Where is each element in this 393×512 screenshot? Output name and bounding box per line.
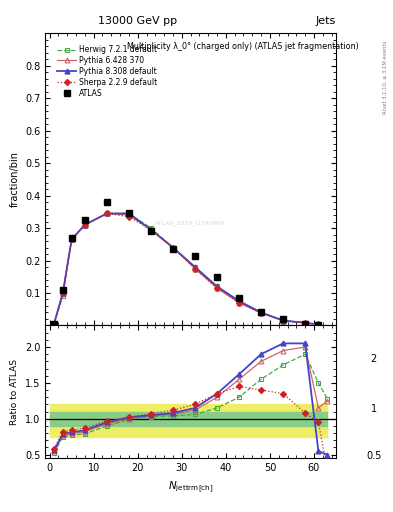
Pythia 8.308 default xyxy=(69,237,74,243)
Line: Pythia 6.428 370: Pythia 6.428 370 xyxy=(51,211,321,327)
Y-axis label: Ratio to ATLAS: Ratio to ATLAS xyxy=(10,359,19,425)
Sherpa 2.2.9 default xyxy=(149,227,153,233)
X-axis label: $N_{\rm jettrm[ch]}$: $N_{\rm jettrm[ch]}$ xyxy=(168,479,213,495)
Line: Sherpa 2.2.9 default: Sherpa 2.2.9 default xyxy=(52,211,320,327)
Pythia 8.308 default xyxy=(83,222,87,228)
Pythia 8.308 default xyxy=(237,298,241,304)
Pythia 6.428 370 xyxy=(105,210,109,217)
Text: 13000 GeV pp: 13000 GeV pp xyxy=(98,15,177,26)
Pythia 6.428 370 xyxy=(171,244,175,250)
Herwig 7.2.1 default xyxy=(51,321,56,327)
Pythia 6.428 370 xyxy=(281,317,285,324)
Herwig 7.2.1 default xyxy=(61,293,65,300)
Herwig 7.2.1 default xyxy=(171,244,175,250)
Pythia 8.308 default xyxy=(281,317,285,324)
Pythia 8.308 default xyxy=(51,321,56,327)
Pythia 8.308 default xyxy=(127,210,131,217)
Sherpa 2.2.9 default xyxy=(303,320,308,326)
ATLAS xyxy=(171,246,175,252)
ATLAS xyxy=(61,287,65,293)
ATLAS xyxy=(303,321,308,327)
Pythia 8.308 default xyxy=(215,284,219,290)
Sherpa 2.2.9 default xyxy=(316,322,321,328)
Pythia 6.428 370 xyxy=(316,322,321,328)
Herwig 7.2.1 default xyxy=(127,210,131,217)
ATLAS xyxy=(149,228,153,234)
Herwig 7.2.1 default xyxy=(193,264,197,270)
Herwig 7.2.1 default xyxy=(237,298,241,304)
Text: Multiplicity λ_0° (charged only) (ATLAS jet fragmentation): Multiplicity λ_0° (charged only) (ATLAS … xyxy=(127,42,358,51)
Text: Jets: Jets xyxy=(316,15,336,26)
Pythia 6.428 370 xyxy=(69,237,74,243)
Sherpa 2.2.9 default xyxy=(105,210,109,217)
ATLAS xyxy=(193,252,197,259)
Sherpa 2.2.9 default xyxy=(215,285,219,291)
Herwig 7.2.1 default xyxy=(83,222,87,228)
Legend: Herwig 7.2.1 default, Pythia 6.428 370, Pythia 8.308 default, Sherpa 2.2.9 defau: Herwig 7.2.1 default, Pythia 6.428 370, … xyxy=(55,43,160,100)
Sherpa 2.2.9 default xyxy=(61,290,65,296)
Sherpa 2.2.9 default xyxy=(51,321,56,327)
Herwig 7.2.1 default xyxy=(316,322,321,328)
Herwig 7.2.1 default xyxy=(69,237,74,243)
Text: 0.5: 0.5 xyxy=(366,451,382,461)
Sherpa 2.2.9 default xyxy=(281,317,285,324)
Pythia 6.428 370 xyxy=(83,222,87,228)
Herwig 7.2.1 default xyxy=(281,317,285,324)
Pythia 6.428 370 xyxy=(237,300,241,306)
Line: Pythia 8.308 default: Pythia 8.308 default xyxy=(51,211,321,327)
ATLAS xyxy=(83,217,87,223)
Pythia 8.308 default xyxy=(193,264,197,270)
Y-axis label: fraction/bin: fraction/bin xyxy=(9,152,19,207)
Sherpa 2.2.9 default xyxy=(259,310,263,316)
ATLAS xyxy=(215,274,219,281)
Sherpa 2.2.9 default xyxy=(171,244,175,250)
Herwig 7.2.1 default xyxy=(215,284,219,290)
Herwig 7.2.1 default xyxy=(105,210,109,217)
Text: 1: 1 xyxy=(371,404,377,414)
Pythia 8.308 default xyxy=(316,322,321,328)
Pythia 8.308 default xyxy=(61,290,65,296)
ATLAS xyxy=(127,210,131,217)
Sherpa 2.2.9 default xyxy=(237,300,241,306)
Herwig 7.2.1 default xyxy=(303,320,308,326)
Pythia 6.428 370 xyxy=(127,212,131,218)
Pythia 8.308 default xyxy=(171,244,175,250)
Pythia 6.428 370 xyxy=(51,321,56,327)
Sherpa 2.2.9 default xyxy=(127,214,131,220)
Pythia 8.308 default xyxy=(259,309,263,315)
ATLAS xyxy=(237,295,241,301)
Pythia 6.428 370 xyxy=(303,320,308,326)
Pythia 8.308 default xyxy=(303,320,308,326)
Herwig 7.2.1 default xyxy=(149,225,153,231)
Line: ATLAS: ATLAS xyxy=(51,199,321,328)
Text: 2: 2 xyxy=(371,354,377,364)
ATLAS xyxy=(316,322,321,328)
Sherpa 2.2.9 default xyxy=(69,237,74,243)
Pythia 6.428 370 xyxy=(61,290,65,296)
Herwig 7.2.1 default xyxy=(259,309,263,315)
Pythia 6.428 370 xyxy=(193,266,197,272)
Pythia 8.308 default xyxy=(105,210,109,217)
ATLAS xyxy=(69,234,74,241)
Sherpa 2.2.9 default xyxy=(83,222,87,228)
Line: Herwig 7.2.1 default: Herwig 7.2.1 default xyxy=(51,211,321,327)
ATLAS xyxy=(259,309,263,315)
ATLAS xyxy=(105,199,109,205)
Sherpa 2.2.9 default xyxy=(193,266,197,272)
ATLAS xyxy=(281,316,285,322)
Pythia 6.428 370 xyxy=(259,310,263,316)
Text: Rivet 3.1.10, ≥ 3.1M events: Rivet 3.1.10, ≥ 3.1M events xyxy=(383,40,388,114)
Pythia 6.428 370 xyxy=(215,285,219,291)
Pythia 6.428 370 xyxy=(149,227,153,233)
Text: ATLAS_2019_I1740909: ATLAS_2019_I1740909 xyxy=(155,220,226,226)
Pythia 8.308 default xyxy=(149,227,153,233)
ATLAS xyxy=(51,321,56,327)
